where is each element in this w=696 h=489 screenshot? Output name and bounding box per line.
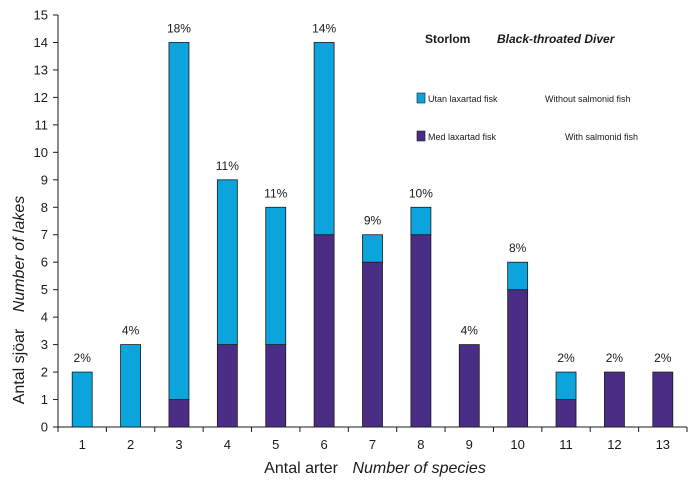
y-tick-label: 3 bbox=[41, 337, 48, 352]
x-axis-title-sv: Antal arter bbox=[264, 460, 338, 477]
x-tick-label: 9 bbox=[466, 437, 473, 452]
y-tick-label: 15 bbox=[34, 8, 48, 23]
legend-label-with-en: With salmonid fish bbox=[565, 132, 638, 142]
percent-label: 2% bbox=[606, 351, 624, 365]
y-tick-label: 4 bbox=[41, 310, 48, 325]
y-tick-label: 8 bbox=[41, 200, 48, 215]
percent-label: 10% bbox=[409, 186, 433, 200]
bar-segment-without-salmonid bbox=[362, 234, 383, 263]
x-tick-label: 2 bbox=[127, 437, 134, 452]
y-tick-label: 6 bbox=[41, 255, 48, 270]
x-tick-label: 3 bbox=[175, 437, 182, 452]
y-axis-title-en: Number of lakes bbox=[11, 196, 28, 313]
bar-segment-with-salmonid bbox=[313, 234, 335, 428]
y-tick-label: 0 bbox=[41, 420, 48, 435]
legend-label-with-sv: Med laxartad fisk bbox=[428, 132, 497, 142]
percent-label: 9% bbox=[364, 214, 382, 228]
bar-segment-without-salmonid bbox=[507, 261, 529, 291]
bar-segment-without-salmonid bbox=[71, 371, 93, 428]
y-tick-label: 13 bbox=[34, 62, 48, 77]
y-tick-label: 1 bbox=[41, 392, 48, 407]
bar-segment-without-salmonid bbox=[410, 206, 432, 236]
percent-label: 2% bbox=[654, 351, 672, 365]
legend-label-without-en: Without salmonid fish bbox=[545, 94, 631, 104]
percent-label: 8% bbox=[509, 241, 527, 255]
bar-segment-without-salmonid bbox=[313, 42, 335, 236]
bar-segment-with-salmonid bbox=[216, 344, 238, 428]
x-tick-label: 1 bbox=[79, 437, 86, 452]
bars bbox=[71, 42, 674, 428]
chart-title-sv: Storlom bbox=[425, 32, 470, 46]
x-tick-label: 12 bbox=[607, 437, 621, 452]
percent-label: 4% bbox=[122, 324, 140, 338]
bar-segment-with-salmonid bbox=[265, 344, 287, 428]
x-tick-label: 13 bbox=[656, 437, 670, 452]
y-tick-label: 9 bbox=[41, 172, 48, 187]
percent-labels: 2% 4% 18% 11% 11% 14% 9% 10% 4% 8% 2% 2% 2% bbox=[74, 21, 672, 365]
percent-label: 2% bbox=[74, 351, 92, 365]
chart-title-en: Black-throated Diver bbox=[497, 32, 616, 46]
y-tick-label: 2 bbox=[41, 365, 48, 380]
percent-label: 14% bbox=[312, 21, 336, 35]
x-tick-label: 4 bbox=[224, 437, 231, 452]
legend-label-without-sv: Utan laxartad fisk bbox=[428, 94, 498, 104]
y-tick-label: 11 bbox=[35, 117, 49, 132]
bar-segment-without-salmonid bbox=[555, 371, 577, 400]
legend-swatch-with bbox=[416, 130, 426, 142]
x-tick-label: 8 bbox=[417, 437, 424, 452]
x-tick-label: 7 bbox=[369, 437, 376, 452]
bar-segment-without-salmonid bbox=[120, 344, 141, 428]
bar-segment-with-salmonid bbox=[410, 234, 432, 428]
bar-segment-with-salmonid bbox=[555, 399, 577, 428]
percent-label: 11% bbox=[216, 159, 239, 173]
y-tick-label: 12 bbox=[34, 90, 48, 105]
y-axis-title: Antal sjöar Number of lakes bbox=[11, 196, 28, 405]
legend: Utan laxartad fisk Without salmonid fish… bbox=[416, 92, 638, 142]
bar-segment-with-salmonid bbox=[168, 399, 190, 428]
y-tick-label: 14 bbox=[34, 35, 48, 50]
y-axis-title-sv: Antal sjöar bbox=[11, 328, 28, 404]
bar-segment-with-salmonid bbox=[652, 371, 674, 428]
bar-segment-without-salmonid bbox=[168, 42, 190, 400]
bar-segment-without-salmonid bbox=[265, 206, 287, 345]
percent-label: 4% bbox=[461, 324, 479, 338]
legend-swatch-without bbox=[416, 92, 426, 104]
bar-segment-with-salmonid bbox=[507, 289, 529, 428]
bar-segment-with-salmonid bbox=[362, 261, 383, 428]
y-tick-label: 5 bbox=[41, 282, 48, 297]
percent-label: 2% bbox=[557, 351, 575, 365]
percent-label: 18% bbox=[167, 21, 191, 35]
bar-segment-with-salmonid bbox=[604, 371, 625, 428]
bar-segment-with-salmonid bbox=[458, 344, 480, 428]
percent-label: 11% bbox=[264, 186, 287, 200]
x-axis-title: Antal arter Number of species bbox=[264, 460, 486, 477]
bar-segment-without-salmonid bbox=[216, 179, 238, 346]
x-tick-label: 5 bbox=[272, 437, 279, 452]
x-tick-label: 10 bbox=[510, 437, 524, 452]
y-tick-label: 7 bbox=[41, 227, 48, 242]
x-axis-title-en: Number of species bbox=[352, 460, 485, 477]
y-tick-label: 10 bbox=[34, 145, 48, 160]
x-tick-label: 6 bbox=[320, 437, 327, 452]
x-tick-label: 11 bbox=[559, 437, 573, 452]
